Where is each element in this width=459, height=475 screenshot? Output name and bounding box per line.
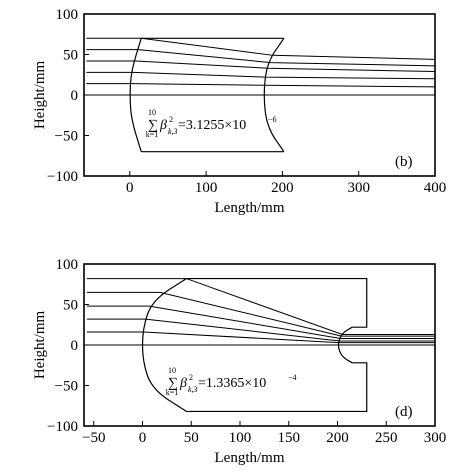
y-tick-label: 0 <box>71 88 79 104</box>
y-axis-label: Height/mm <box>32 311 48 380</box>
ray-line-3 <box>86 305 435 340</box>
x-tick-label: 50 <box>184 430 199 446</box>
ray-line-3 <box>86 60 436 73</box>
formula-sigma: ∑ <box>168 376 178 391</box>
formula-exponent: −4 <box>288 373 297 382</box>
formula-sum-lower: k=1 <box>146 130 159 139</box>
ray-line-2 <box>86 49 436 67</box>
x-tick-label: 100 <box>229 430 252 446</box>
y-tick-label: −50 <box>55 379 78 395</box>
x-tick-label: 0 <box>139 430 147 446</box>
x-tick-label: 200 <box>326 430 349 446</box>
lens-outline-bottom <box>186 362 368 413</box>
y-tick-label: 50 <box>63 48 78 64</box>
y-tick-label: 100 <box>56 7 79 23</box>
formula-annotation: 10∑k=1β 2 k,3 =1.3365×10 −4 <box>166 366 297 397</box>
y-tick-label: −100 <box>47 419 78 435</box>
lens-outline-top <box>186 277 368 328</box>
formula-sigma: ∑ <box>148 118 158 133</box>
lens-right-surface <box>337 326 353 364</box>
x-axis-label: Length/mm <box>215 200 285 216</box>
formula-sum-upper: 10 <box>168 366 176 375</box>
panel-label: (b) <box>395 154 413 170</box>
ray-line-1 <box>86 278 435 335</box>
lens-right-surface <box>263 37 285 153</box>
y-tick-label: 100 <box>56 257 79 273</box>
panel-label: (d) <box>395 404 413 420</box>
y-tick-label: −100 <box>47 169 78 185</box>
formula-beta-sup: 2 <box>169 115 173 124</box>
formula-beta: β <box>159 118 167 133</box>
x-tick-label: 100 <box>195 180 218 196</box>
ray-line-1 <box>86 37 436 60</box>
x-tick-label: 300 <box>347 180 370 196</box>
formula-annotation: 10∑k=1β 2 k,3 =3.1255×10 −6 <box>146 108 277 139</box>
y-tick-label: 50 <box>63 298 78 314</box>
formula-value: =1.3365×10 <box>198 376 266 391</box>
x-tick-label: 250 <box>375 430 398 446</box>
ray-line-2 <box>86 291 435 337</box>
y-tick-label: −50 <box>55 129 78 145</box>
x-axis-label: Length/mm <box>215 450 285 466</box>
x-tick-label: −50 <box>82 430 105 446</box>
x-tick-label: 300 <box>424 430 447 446</box>
ray-line-5 <box>86 83 436 88</box>
lens-left-surface <box>141 278 187 412</box>
ray-line-4 <box>86 71 436 80</box>
formula-exponent: −6 <box>268 115 277 124</box>
chart-panel-d: −50 0 50 100 150 200 250 300100500−50−100Length… <box>32 257 446 466</box>
formula-sum-upper: 10 <box>148 108 156 117</box>
ray-line-5 <box>86 331 435 344</box>
y-tick-label: 0 <box>71 338 79 354</box>
lens-outline <box>141 277 368 413</box>
x-tick-label: 0 <box>126 180 134 196</box>
x-tick-label: 150 <box>278 430 301 446</box>
formula-beta-sup: 2 <box>189 373 193 382</box>
lens-left-surface <box>129 38 142 152</box>
formula-value: =3.1255×10 <box>178 118 246 133</box>
formula-sum-lower: k=1 <box>166 388 179 397</box>
formula-beta-sub: k,3 <box>188 385 198 394</box>
lens-outline <box>129 37 285 153</box>
x-tick-label: 200 <box>271 180 294 196</box>
y-axis-label: Height/mm <box>32 61 48 130</box>
formula-beta-sub: k,3 <box>168 127 178 136</box>
formula-beta: β <box>179 376 187 391</box>
chart-panel-b: 0 100 200 300 400 100 50 0 −50 −100 Length/mm Heigh… <box>32 7 446 216</box>
ray-line-4 <box>86 318 435 342</box>
x-tick-label: 400 <box>424 180 447 196</box>
